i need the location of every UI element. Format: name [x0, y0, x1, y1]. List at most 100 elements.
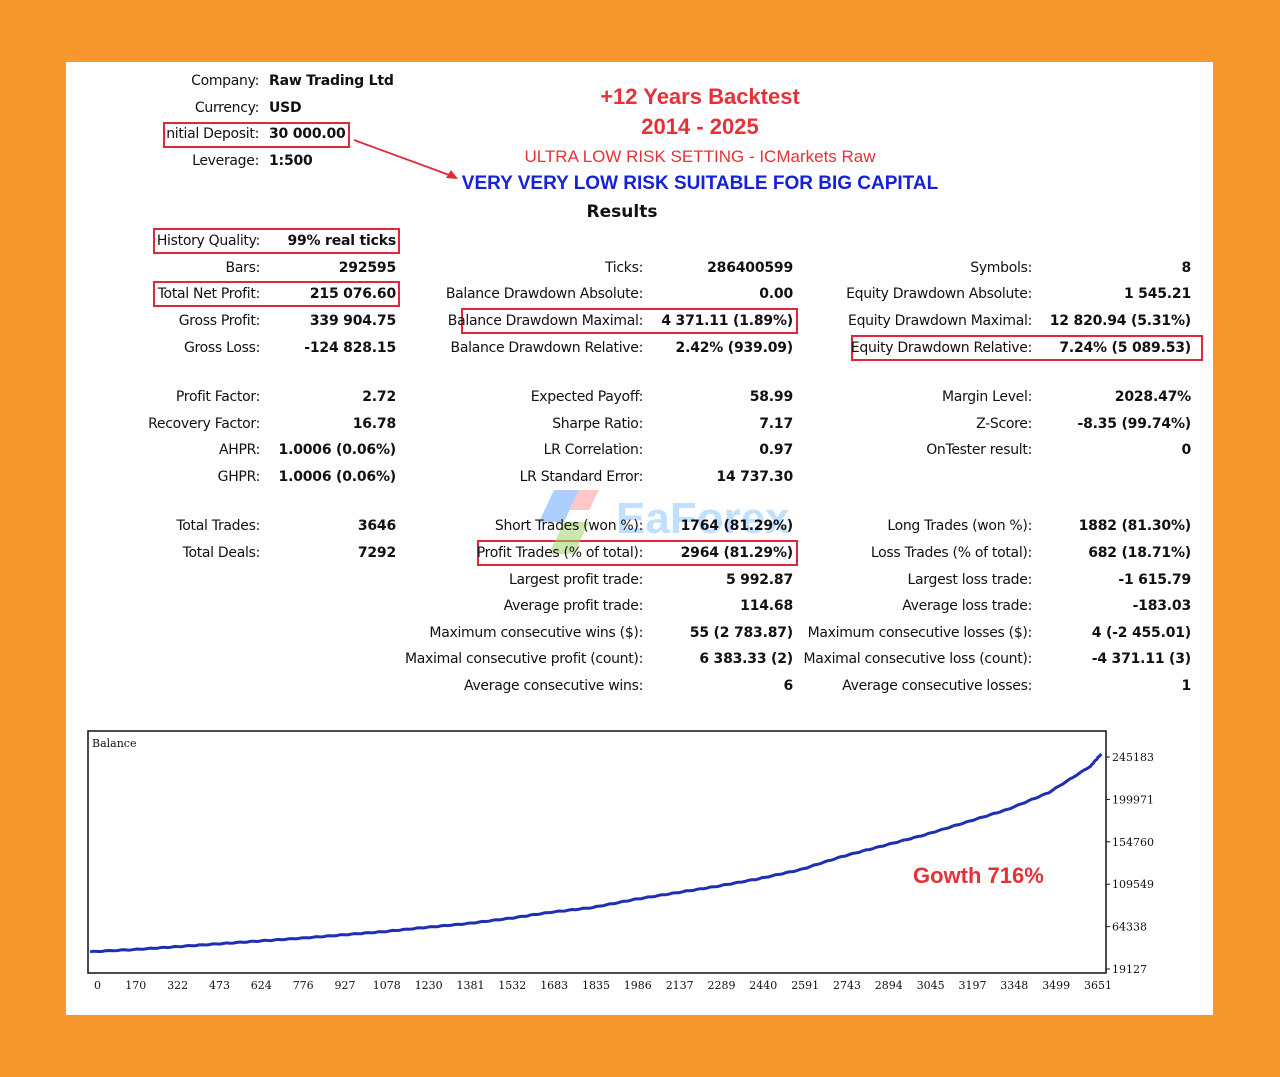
col2-label: Balance Drawdown Relative:: [450, 340, 644, 356]
col1-value: 1.0006 (0.06%): [278, 442, 397, 458]
currency-value: USD: [269, 100, 302, 116]
headline-years: 2014 - 2025: [641, 114, 759, 139]
col3-value: 682 (18.71%): [1088, 545, 1191, 561]
col3-label: OnTester result:: [926, 442, 1032, 458]
x-tick-label: 3045: [917, 979, 945, 992]
col2-label: Maximum consecutive wins ($):: [429, 625, 643, 641]
col1-value: 339 904.75: [309, 313, 396, 329]
col1-value: 99% real ticks: [287, 233, 396, 249]
col2-value: 5 992.87: [725, 572, 793, 588]
x-tick-label: 1683: [540, 979, 568, 992]
col2-value: 6: [783, 678, 793, 694]
col3-value: 4 (-2 455.01): [1091, 625, 1191, 641]
company-value: Raw Trading Ltd: [269, 73, 394, 89]
x-tick-label: 170: [125, 979, 146, 992]
col2-label: Ticks:: [604, 260, 643, 276]
x-tick-label: 2894: [875, 979, 903, 992]
col1-value: -124 828.15: [304, 340, 396, 356]
x-tick-label: 3651: [1084, 979, 1112, 992]
col1-label: Gross Loss:: [183, 340, 260, 356]
col3-value: 12 820.94 (5.31%): [1049, 313, 1191, 329]
col1-value: 292595: [338, 260, 396, 276]
col2-label: Expected Payoff:: [530, 389, 644, 405]
balance-series-line: [89, 752, 1103, 954]
col2-value: 7.17: [759, 416, 793, 432]
col2-label: Short Trades (won %):: [494, 518, 643, 534]
profit-trades-highlight-box: [477, 540, 798, 566]
col2-value: 286400599: [707, 260, 793, 276]
x-tick-label: 3197: [959, 979, 987, 992]
x-tick-label: 473: [209, 979, 230, 992]
col1-label: Bars:: [225, 260, 261, 276]
x-tick-label: 2137: [666, 979, 694, 992]
col3-value: 8: [1181, 260, 1191, 276]
x-tick-label: 776: [293, 979, 314, 992]
col1-value: 1.0006 (0.06%): [278, 469, 397, 485]
chart-plot-area: [87, 730, 1107, 974]
col2-value: 2964 (81.29%): [680, 545, 794, 561]
col2-value: 6 383.33 (2): [699, 651, 793, 667]
col3-label: Average consecutive losses:: [842, 678, 1032, 694]
chart-title: Balance: [92, 737, 136, 750]
col3-value: 1882 (81.30%): [1078, 518, 1192, 534]
col1-value: 2.72: [362, 389, 396, 405]
x-tick-label: 322: [167, 979, 188, 992]
col2-label: LR Correlation:: [543, 442, 644, 458]
col3-value: 1 545.21: [1123, 286, 1191, 302]
col2-label: Sharpe Ratio:: [552, 416, 643, 432]
x-tick-label: 1381: [457, 979, 485, 992]
x-tick-label: 3499: [1042, 979, 1070, 992]
x-axis-ticks: 0 170 322 473 624 776 927 1078 1230 1381 1532 1683 1…: [94, 979, 1112, 992]
x-tick-label: 3348: [1000, 979, 1028, 992]
x-tick-label: 1986: [624, 979, 652, 992]
y-tick-label: 109549: [1112, 878, 1154, 891]
x-tick-label: 2743: [833, 979, 861, 992]
col1-value: 16.78: [352, 416, 396, 432]
x-tick-label: 927: [335, 979, 356, 992]
currency-label: Currency:: [194, 100, 259, 116]
leverage-value: 1:500: [269, 153, 313, 169]
x-tick-label: 2289: [708, 979, 736, 992]
col1-label: GHPR:: [217, 469, 261, 485]
col2-value: 55 (2 783.87): [689, 625, 793, 641]
pointer-arrow: [353, 139, 458, 179]
col3-label: Maximal consecutive loss (count):: [803, 651, 1033, 667]
col3-label: Z-Score:: [976, 416, 1032, 432]
col1-value: 215 076.60: [309, 286, 396, 302]
col2-value: 114.68: [740, 598, 793, 614]
col3-label: Equity Drawdown Relative:: [850, 340, 1032, 356]
company-label: Company:: [191, 73, 259, 89]
equity-dd-relative-highlight-box: [851, 335, 1203, 361]
col2-label: Average profit trade:: [503, 598, 644, 614]
col3-value: -4 371.11 (3): [1091, 651, 1191, 667]
y-tick-label: 199971: [1112, 793, 1154, 806]
watermark-logo-icon: [539, 490, 599, 554]
col3-label: Largest loss trade:: [907, 572, 1033, 588]
col2-label: LR Standard Error:: [519, 469, 644, 485]
col2-value: 58.99: [749, 389, 793, 405]
col1-label: Recovery Factor:: [148, 416, 260, 432]
x-tick-label: 1078: [373, 979, 401, 992]
report-page: Company: Raw Trading Ltd Currency: USD I…: [66, 62, 1213, 1015]
y-tick-label: 245183: [1112, 751, 1154, 764]
col3-value: 7.24% (5 089.53): [1059, 340, 1191, 356]
y-axis-ticks: 19127 64338 109549 154760 199971 245183: [1106, 751, 1154, 976]
col2-value: 1764 (81.29%): [680, 518, 794, 534]
leverage-label: Leverage:: [192, 153, 259, 169]
deposit-value: 30 000.00: [269, 126, 346, 142]
headline-capital: VERY VERY LOW RISK SUITABLE FOR BIG CAPI…: [461, 173, 939, 194]
col3-label: Equity Drawdown Absolute:: [846, 286, 1032, 302]
col3-label: Long Trades (won %):: [887, 518, 1032, 534]
col3-value: -8.35 (99.74%): [1077, 416, 1191, 432]
history-quality-highlight-box: [153, 228, 400, 254]
col1-value: 3646: [357, 518, 396, 534]
net-profit-highlight-box: [153, 281, 400, 307]
col1-label: AHPR:: [218, 442, 260, 458]
col3-label: Loss Trades (% of total):: [870, 545, 1032, 561]
col3-value: 0: [1181, 442, 1191, 458]
col1-label: Profit Factor:: [175, 389, 260, 405]
x-tick-label: 2591: [791, 979, 819, 992]
col1-label: Total Trades:: [176, 518, 260, 534]
x-tick-label: 1835: [582, 979, 610, 992]
deposit-label: Initial Deposit:: [162, 126, 259, 142]
